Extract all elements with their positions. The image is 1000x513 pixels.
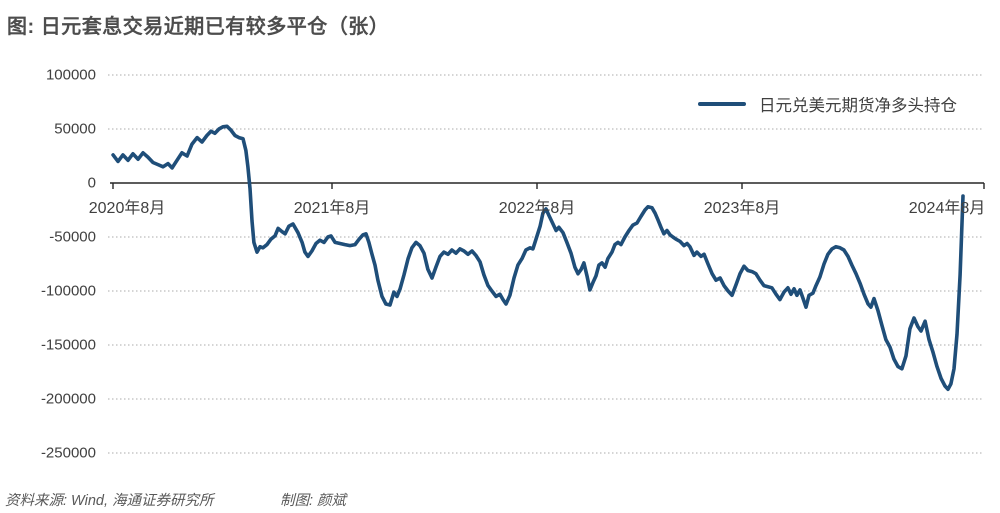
source-note: 资料来源: Wind, 海通证券研究所: [5, 493, 214, 509]
x-tick-label: 2021年8月: [293, 200, 371, 217]
legend-line-swatch: [698, 102, 746, 106]
x-tick-label: 2023年8月: [703, 200, 781, 217]
y-tick-label: -50000: [49, 228, 96, 246]
chart-title: 图: 日元套息交易近期已有较多平仓（张）: [7, 16, 390, 38]
data-line-jpy-net-position: [111, 124, 965, 392]
y-tick-label: 50000: [54, 120, 96, 138]
footnote: 资料来源: Wind, 海通证券研究所 制图: 颜斌: [5, 489, 346, 510]
y-tick-label: 100000: [45, 66, 96, 84]
legend-label: 日元兑美元期货净多头持仓: [759, 97, 957, 115]
x-tick-label: 2022年8月: [498, 200, 576, 217]
y-tick-label: -200000: [40, 390, 96, 408]
x-tick-label: 2020年8月: [88, 200, 166, 217]
y-tick-label: -150000: [40, 336, 96, 354]
legend: 日元兑美元期货净多头持仓: [698, 92, 957, 116]
credit-note: 制图: 颜斌: [280, 493, 347, 509]
y-tick-label: -250000: [40, 444, 96, 462]
y-tick-label: 0: [87, 174, 96, 192]
x-tick-label: 2024年8月: [908, 200, 986, 217]
y-tick-label: -100000: [40, 282, 96, 300]
